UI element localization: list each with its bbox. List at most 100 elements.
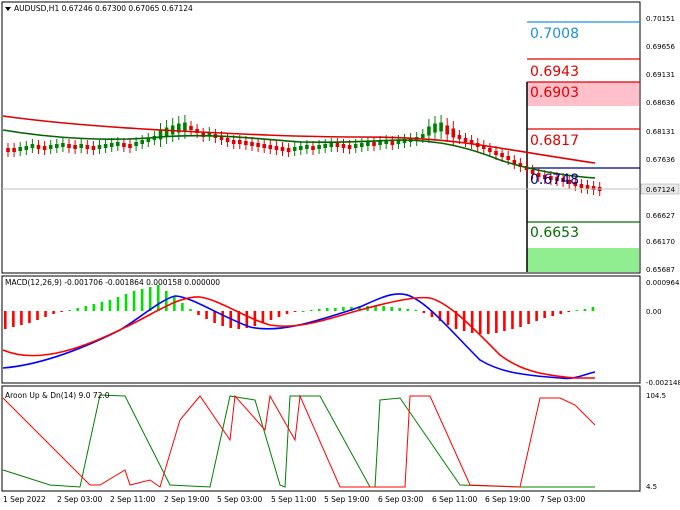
candle — [567, 180, 571, 184]
macd-histogram-bar — [148, 287, 152, 311]
macd-histogram-bar — [317, 309, 321, 311]
level-label-0.7008: 0.7008 — [530, 26, 579, 42]
macd-histogram-bar — [156, 285, 160, 311]
candle — [323, 144, 327, 148]
time-label: 2 Sep 19:00 — [164, 495, 210, 504]
candle — [231, 140, 236, 144]
moving-averages — [2, 115, 596, 179]
candle — [256, 143, 260, 147]
price-label: 0.68636 — [646, 99, 675, 107]
macd-histogram-bar — [261, 311, 265, 323]
macd-histogram-bar — [213, 311, 216, 323]
candle — [469, 140, 474, 144]
candle — [372, 142, 376, 146]
aroon-down-line — [2, 394, 596, 488]
candle — [280, 147, 285, 151]
candle — [335, 143, 340, 147]
levels-layer — [526, 21, 640, 272]
macd-histogram-bar — [285, 311, 289, 314]
time-label: 7 Sep 03:00 — [540, 495, 586, 504]
candle — [225, 138, 230, 142]
macd-histogram-bar — [132, 291, 136, 311]
macd-histogram-bar — [92, 304, 96, 311]
macd-histogram-bar — [559, 311, 563, 314]
macd-histogram-bar — [293, 311, 297, 312]
level-label-0.6903: 0.6903 — [530, 85, 579, 101]
macd-histogram-bar — [116, 297, 120, 311]
candle — [311, 146, 315, 150]
candle — [24, 146, 29, 150]
price-axis: 0.70151 0.69656 0.69131 0.68636 0.68131 … — [646, 15, 675, 274]
aroon-panel-frame — [1, 385, 641, 492]
macd-histogram-bar — [197, 311, 200, 315]
aroon-label-top: 104.5 — [646, 392, 666, 400]
macd-histogram-bar — [301, 311, 305, 312]
macd-histogram-bar — [277, 311, 281, 317]
candle — [189, 126, 193, 130]
macd-histogram-bar — [398, 308, 402, 311]
macd-histogram-bar — [583, 309, 587, 311]
candle — [55, 144, 59, 148]
macd-histogram-bar — [173, 297, 176, 311]
candle — [585, 185, 590, 189]
macd-histogram-bar — [414, 310, 418, 311]
macd-label-bottom: -0.002148 — [646, 379, 680, 387]
macd-signal-line — [2, 296, 595, 379]
macd-histogram-bar — [575, 310, 579, 311]
macd-layer — [2, 285, 596, 380]
macd-histogram-bar — [358, 306, 361, 311]
candle — [36, 145, 41, 149]
macd-histogram-bar — [374, 306, 377, 311]
time-label: 5 Sep 19:00 — [324, 495, 370, 504]
candle — [30, 144, 35, 148]
macd-histogram-bar — [503, 311, 506, 331]
candle — [384, 140, 388, 144]
macd-histogram-bar — [487, 311, 490, 334]
macd-histogram-bar — [478, 311, 482, 334]
macd-histogram-bar — [140, 289, 144, 311]
candle — [158, 130, 163, 140]
resistance-zone — [527, 82, 639, 106]
candle — [433, 123, 437, 133]
candle — [305, 145, 309, 149]
macd-histogram-bar — [326, 308, 329, 311]
current-price-label: 0.67124 — [646, 186, 675, 194]
candle — [549, 176, 553, 180]
macd-label-zero: 0.00 — [646, 308, 662, 316]
macd-histogram-bar — [342, 307, 345, 311]
candle — [573, 182, 578, 186]
candle — [500, 153, 504, 157]
macd-histogram-bar — [108, 300, 112, 311]
macd-histogram-bar — [84, 306, 88, 311]
macd-histogram-bar — [551, 311, 554, 316]
macd-histogram-bar — [430, 311, 434, 317]
macd-histogram-bar — [20, 311, 23, 325]
candle — [268, 145, 273, 149]
candle — [341, 144, 346, 148]
candle — [6, 148, 10, 152]
candle — [402, 139, 407, 143]
candle — [183, 122, 187, 132]
candle — [494, 151, 498, 155]
candle — [286, 148, 291, 152]
macd-histogram-bar — [68, 310, 71, 311]
support-zone — [527, 248, 639, 272]
dropdown-arrow-icon[interactable] — [5, 7, 11, 11]
macd-label-top: 0.000964 — [646, 279, 680, 287]
candle — [591, 186, 596, 190]
candle — [360, 143, 364, 147]
main-chart-frame — [1, 1, 641, 274]
time-label: 1 Sep 2022 — [3, 495, 46, 504]
time-label: 6 Sep 19:00 — [485, 495, 531, 504]
price-label: 0.68131 — [646, 128, 675, 136]
level-label-0.6817: 0.6817 — [530, 133, 579, 149]
macd-histogram-bar — [591, 307, 595, 311]
candle — [177, 123, 181, 133]
ma-slow-line — [2, 115, 596, 164]
candle — [457, 135, 462, 139]
price-label: 0.66627 — [646, 212, 675, 220]
price-label: 0.65687 — [646, 266, 675, 274]
price-label: 0.66170 — [646, 238, 675, 246]
macd-panel-frame — [1, 275, 641, 384]
